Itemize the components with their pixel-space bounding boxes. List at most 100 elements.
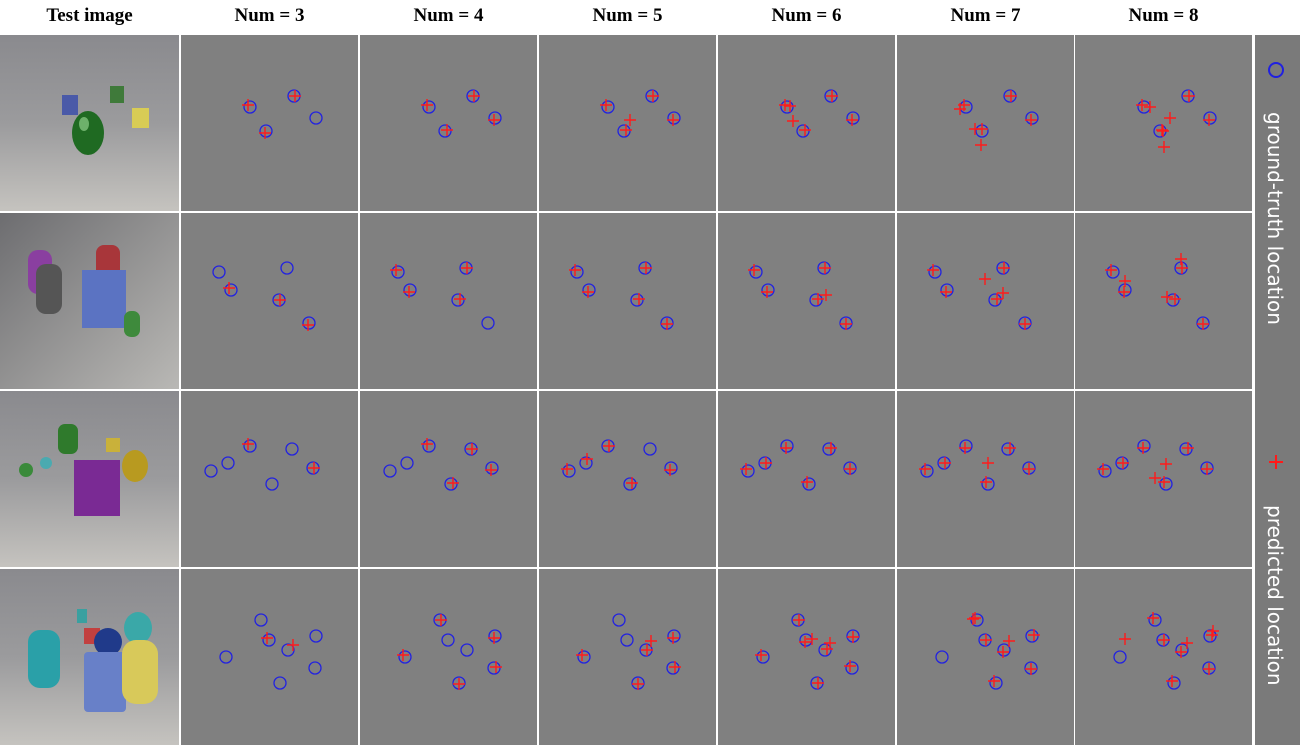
predicted-marker (223, 282, 235, 294)
column-header: Num = 4 (414, 5, 484, 26)
legend-strip (1255, 35, 1300, 745)
predicted-marker (640, 262, 652, 274)
predicted-marker (1158, 634, 1170, 646)
predicted-marker (1147, 612, 1159, 624)
column-header: Test image (46, 5, 132, 26)
ground-truth-marker (666, 661, 680, 675)
predicted-marker (979, 273, 991, 285)
ground-truth-marker (1159, 477, 1173, 491)
predicted-marker (403, 286, 415, 298)
legend-circle-icon (1268, 62, 1284, 78)
ground-truth-marker (280, 261, 294, 275)
ground-truth-marker (630, 293, 644, 307)
predicted-marker (1164, 112, 1176, 124)
ground-truth-marker (309, 629, 323, 643)
ground-truth-marker (422, 439, 436, 453)
ground-truth-marker (570, 265, 584, 279)
ground-truth-marker (1179, 442, 1193, 456)
predicted-marker (840, 318, 852, 330)
predicted-marker (308, 462, 320, 474)
predicted-marker (1203, 663, 1215, 675)
ground-truth-marker (262, 633, 276, 647)
ground-truth-marker (391, 265, 405, 279)
predicted-marker (647, 90, 659, 102)
predicted-marker (1117, 457, 1129, 469)
predicted-marker (825, 442, 837, 454)
predicted-marker (447, 477, 459, 489)
ground-truth-marker (1113, 650, 1127, 664)
predicted-marker (780, 442, 792, 454)
predicted-marker (1197, 318, 1209, 330)
predicted-marker (844, 660, 856, 672)
predicted-marker (421, 438, 433, 450)
predicted-marker (242, 438, 254, 450)
ground-truth-marker (579, 456, 593, 470)
predicted-marker (641, 644, 653, 656)
panel (718, 35, 895, 211)
predicted-marker (466, 443, 478, 455)
panel (1075, 569, 1252, 745)
predicted-marker (1149, 472, 1161, 484)
ground-truth-marker (1106, 265, 1120, 279)
ground-truth-marker (623, 477, 637, 491)
predicted-marker (600, 99, 612, 111)
predicted-marker (1004, 442, 1016, 454)
ground-truth-marker (273, 676, 287, 690)
ground-truth-marker (281, 643, 295, 657)
predicted-marker (488, 632, 500, 644)
ground-truth-marker (309, 111, 323, 125)
predicted-marker (667, 114, 679, 126)
predicted-marker (1169, 293, 1181, 305)
predicted-marker (801, 476, 813, 488)
predicted-marker (784, 100, 796, 112)
predicted-marker (669, 661, 681, 673)
predicted-marker (1183, 90, 1195, 102)
column-header: Num = 8 (1129, 5, 1199, 26)
ground-truth-marker (940, 283, 954, 297)
predicted-marker (969, 612, 981, 624)
ground-truth-marker (780, 100, 794, 114)
ground-truth-marker (845, 661, 859, 675)
ground-truth-marker (822, 442, 836, 456)
ground-truth-marker (441, 633, 455, 647)
panel (539, 569, 716, 745)
predicted-marker (940, 286, 952, 298)
predicted-marker (435, 614, 447, 626)
panel (897, 213, 1074, 389)
predicted-marker (259, 127, 271, 139)
ground-truth-marker (617, 124, 631, 138)
ground-truth-marker (481, 316, 495, 330)
predicted-marker (576, 649, 588, 661)
predicted-marker (1119, 633, 1131, 645)
ground-truth-marker (1203, 629, 1217, 643)
column-header: Num = 3 (235, 5, 305, 26)
predicted-marker (664, 464, 676, 476)
ground-truth-marker (219, 650, 233, 664)
panel (360, 35, 537, 211)
ground-truth-marker (756, 650, 770, 664)
ground-truth-marker (488, 629, 502, 643)
predicted-marker (1158, 476, 1170, 488)
predicted-marker (661, 318, 673, 330)
ground-truth-marker (577, 650, 591, 664)
ground-truth-marker (818, 643, 832, 657)
predicted-marker (1157, 125, 1169, 137)
predicted-marker (1156, 124, 1168, 136)
predicted-marker (1203, 114, 1215, 126)
predicted-marker (421, 99, 433, 111)
predicted-marker (812, 293, 824, 305)
panel (718, 213, 895, 389)
legend-cross-label: predicted location (1263, 505, 1287, 686)
predicted-marker (1207, 625, 1219, 637)
predicted-marker (1136, 99, 1148, 111)
predicted-marker (980, 634, 992, 646)
ground-truth-marker (488, 111, 502, 125)
predicted-marker (390, 264, 402, 276)
ground-truth-marker (1025, 111, 1039, 125)
predicted-marker (1097, 463, 1109, 475)
predicted-marker (748, 264, 760, 276)
ground-truth-marker (204, 464, 218, 478)
ground-truth-marker (935, 650, 949, 664)
ground-truth-marker (243, 439, 257, 453)
predicted-marker (667, 632, 679, 644)
